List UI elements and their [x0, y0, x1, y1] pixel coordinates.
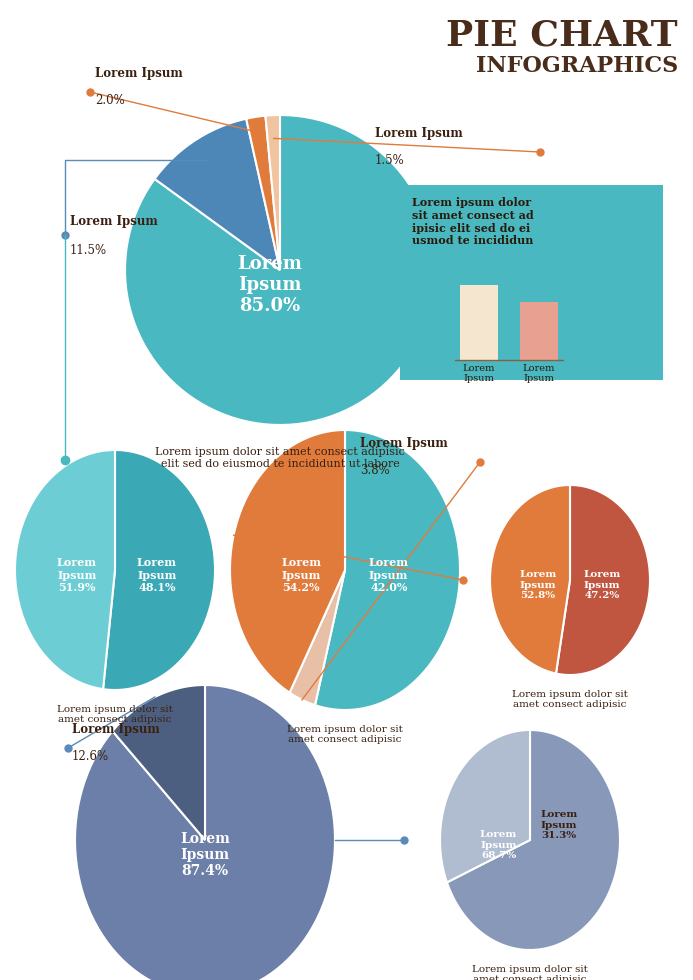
Text: 11.5%: 11.5% — [70, 244, 107, 257]
Polygon shape — [490, 485, 570, 673]
Text: Lorem
Ipsum
52.8%: Lorem Ipsum 52.8% — [519, 570, 556, 600]
Text: Lorem
Ipsum
47.2%: Lorem Ipsum 47.2% — [584, 570, 621, 600]
Text: Lorem
Ipsum: Lorem Ipsum — [463, 364, 495, 383]
Text: Lorem
Ipsum
85.0%: Lorem Ipsum 85.0% — [238, 255, 302, 315]
Text: Lorem ipsum dolor sit amet consect adipisic
elit sed do eiusmod te incididunt ut: Lorem ipsum dolor sit amet consect adipi… — [155, 447, 405, 468]
Polygon shape — [440, 730, 530, 882]
Text: Lorem
Ipsum
51.9%: Lorem Ipsum 51.9% — [57, 557, 97, 593]
Text: Lorem ipsum dolor
sit amet consect ad
ipisic elit sed do ei
usmod te incididun: Lorem ipsum dolor sit amet consect ad ip… — [412, 197, 534, 246]
Text: Lorem
Ipsum
48.1%: Lorem Ipsum 48.1% — [137, 557, 177, 593]
Text: 2.0%: 2.0% — [95, 94, 125, 107]
Polygon shape — [265, 115, 280, 270]
Text: INFOGRAPHICS: INFOGRAPHICS — [476, 55, 678, 77]
Text: Lorem ipsum dolor sit
amet consect adipisic: Lorem ipsum dolor sit amet consect adipi… — [472, 965, 588, 980]
Text: 3.8%: 3.8% — [360, 464, 389, 477]
Text: 1.5%: 1.5% — [375, 154, 405, 167]
Text: Lorem ipsum dolor sit
amet consect adipisic: Lorem ipsum dolor sit amet consect adipi… — [512, 690, 628, 710]
Text: Lorem
Ipsum
68.7%: Lorem Ipsum 68.7% — [480, 830, 517, 859]
Text: Lorem Ipsum: Lorem Ipsum — [360, 437, 448, 450]
Text: PIE CHART: PIE CHART — [446, 18, 678, 52]
Text: Lorem
Ipsum: Lorem Ipsum — [523, 364, 555, 383]
Polygon shape — [556, 485, 650, 675]
Polygon shape — [447, 730, 620, 950]
Polygon shape — [75, 685, 335, 980]
Text: Lorem
Ipsum
87.4%: Lorem Ipsum 87.4% — [180, 832, 230, 878]
Polygon shape — [246, 116, 280, 270]
Polygon shape — [15, 450, 115, 689]
Text: 12.6%: 12.6% — [72, 750, 109, 763]
Text: Lorem ipsum dolor sit
amet consect adipisic: Lorem ipsum dolor sit amet consect adipi… — [287, 725, 403, 745]
Text: Lorem
Ipsum
42.0%: Lorem Ipsum 42.0% — [369, 557, 409, 593]
Text: Lorem Ipsum: Lorem Ipsum — [70, 215, 158, 228]
Text: Lorem Ipsum: Lorem Ipsum — [95, 67, 183, 80]
Text: Lorem ipsum dolor sit
amet consect adipisic: Lorem ipsum dolor sit amet consect adipi… — [57, 705, 173, 724]
Polygon shape — [290, 570, 345, 706]
Polygon shape — [125, 115, 435, 425]
Polygon shape — [315, 430, 460, 710]
Text: Lorem Ipsum: Lorem Ipsum — [375, 127, 463, 140]
Text: Lorem Ipsum: Lorem Ipsum — [72, 723, 160, 736]
Text: Lorem
Ipsum
31.3%: Lorem Ipsum 31.3% — [540, 810, 577, 840]
Bar — [520, 302, 558, 360]
Polygon shape — [103, 450, 215, 690]
Polygon shape — [155, 119, 280, 270]
Polygon shape — [112, 685, 205, 840]
Bar — [400, 185, 663, 380]
Bar — [460, 285, 498, 360]
Polygon shape — [230, 430, 345, 693]
Text: Lorem
Ipsum
54.2%: Lorem Ipsum 54.2% — [281, 557, 322, 593]
